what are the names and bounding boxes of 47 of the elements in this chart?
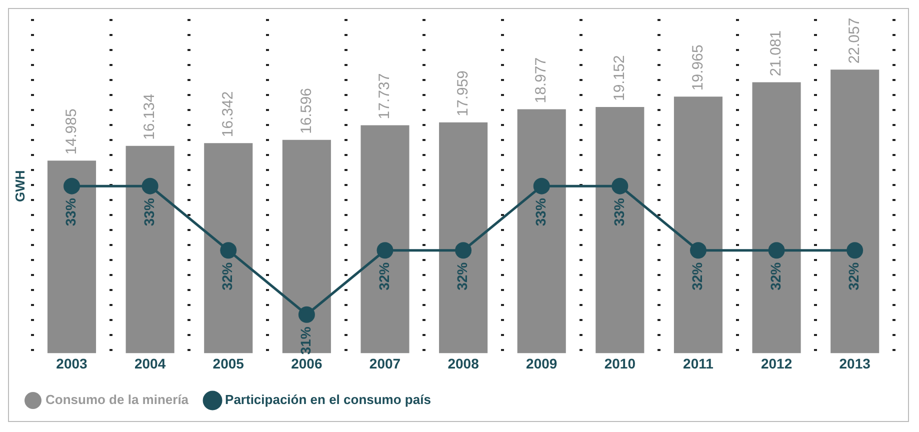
bar bbox=[126, 146, 174, 354]
x-tick-label: 2004 bbox=[134, 355, 166, 372]
data-label: 16.134 bbox=[141, 94, 158, 140]
data-label: 18.977 bbox=[532, 57, 550, 104]
x-tick-label: 2005 bbox=[212, 355, 244, 372]
x-tick-label: 2011 bbox=[683, 355, 714, 372]
bar bbox=[439, 122, 488, 354]
data-label: 33% bbox=[532, 198, 548, 226]
legend-label: Participación en el consumo país bbox=[225, 392, 431, 408]
data-label: 33% bbox=[140, 198, 157, 226]
data-label: 32% bbox=[454, 262, 470, 290]
data-label: 16.596 bbox=[298, 88, 315, 134]
data-label: 32% bbox=[219, 262, 236, 290]
data-label: 19.152 bbox=[611, 55, 628, 102]
bar bbox=[674, 96, 723, 354]
x-tick-label: 2012 bbox=[760, 355, 792, 372]
data-label: 32% bbox=[846, 262, 862, 290]
bar bbox=[517, 109, 566, 354]
x-tick-label: 2003 bbox=[56, 355, 88, 372]
bar bbox=[360, 125, 410, 354]
x-tick-label: 2009 bbox=[526, 355, 558, 372]
x-tick-label: 2010 bbox=[604, 355, 636, 372]
bar bbox=[47, 160, 96, 354]
data-label: 31% bbox=[298, 326, 314, 355]
data-label: 19.965 bbox=[689, 44, 706, 91]
data-label: 14.985 bbox=[62, 108, 80, 155]
data-label: 22.057 bbox=[846, 18, 863, 64]
data-label: 17.737 bbox=[376, 73, 394, 120]
data-label: 32% bbox=[689, 262, 706, 290]
y-axis-title: GWH bbox=[12, 170, 28, 202]
data-label: 33% bbox=[610, 198, 627, 226]
x-tick-label: 2006 bbox=[291, 355, 322, 372]
bar bbox=[282, 140, 331, 354]
legend-label: Consumo de la minería bbox=[46, 392, 190, 408]
x-tick-label: 2013 bbox=[839, 355, 871, 372]
x-tick-label: 2007 bbox=[369, 355, 401, 372]
x-tick-label: 2008 bbox=[448, 355, 480, 372]
data-label: 33% bbox=[62, 198, 79, 226]
bar bbox=[596, 107, 644, 354]
data-label: 21.081 bbox=[768, 30, 785, 76]
bar bbox=[830, 70, 880, 354]
bar bbox=[752, 82, 801, 354]
data-label: 32% bbox=[767, 262, 784, 290]
bar bbox=[204, 143, 253, 354]
data-label: 17.959 bbox=[454, 70, 472, 116]
data-label: 32% bbox=[376, 262, 392, 290]
data-label: 16.342 bbox=[220, 91, 237, 138]
